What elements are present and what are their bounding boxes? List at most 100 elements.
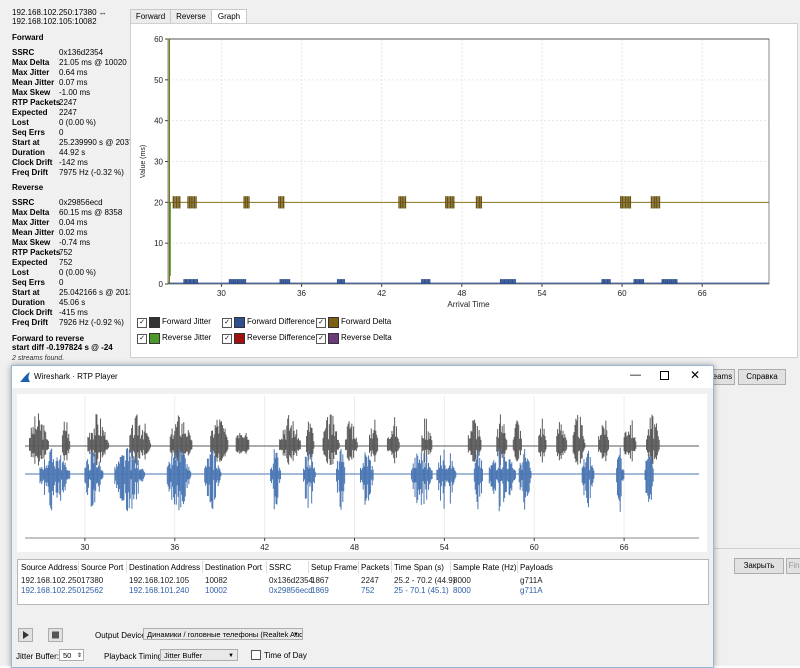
help-button[interactable]: Справка: [738, 369, 786, 385]
playback-timing-select[interactable]: Jitter Buffer ▼: [160, 649, 238, 661]
x-tick-label: 60: [618, 289, 627, 298]
legend-checkbox[interactable]: ✓: [137, 334, 147, 344]
column-header[interactable]: SSRC: [269, 563, 292, 572]
legend-checkbox[interactable]: ✓: [316, 334, 326, 344]
stat-row: SSRC 0x29856ecd: [12, 198, 128, 208]
column-header[interactable]: Sample Rate (Hz): [453, 563, 517, 572]
stat-value: 25.239990 s @ 2037: [59, 138, 134, 147]
tab-reverse[interactable]: Reverse: [170, 9, 212, 24]
stop-icon: [52, 631, 59, 639]
table-cell: 8000: [453, 586, 471, 595]
legend-checkbox[interactable]: ✓: [222, 334, 232, 344]
stat-key: Lost: [12, 268, 29, 277]
maximize-icon[interactable]: [660, 371, 669, 380]
stat-key: RTP Packets: [12, 98, 61, 107]
column-separator[interactable]: [450, 561, 451, 573]
table-row[interactable]: 192.168.102.250 12562 192.168.101.240 10002…: [18, 586, 706, 596]
column-header[interactable]: Time Span (s): [394, 563, 444, 572]
stat-key: Freq Drift: [12, 318, 48, 327]
y-tick-label: 30: [154, 158, 163, 167]
legend-checkbox[interactable]: ✓: [316, 318, 326, 328]
column-separator[interactable]: [517, 561, 518, 573]
stop-button[interactable]: [48, 628, 63, 642]
column-separator[interactable]: [202, 561, 203, 573]
column-header[interactable]: Setup Frame: [311, 563, 358, 572]
column-header[interactable]: Destination Port: [205, 563, 262, 572]
column-header[interactable]: Destination Address: [129, 563, 201, 572]
stat-key: Mean Jitter: [12, 78, 55, 87]
start-diff-value: start diff -0.197824 s @ -24: [12, 343, 113, 352]
column-separator[interactable]: [266, 561, 267, 573]
tab-forward[interactable]: Forward: [130, 9, 171, 24]
close-icon[interactable]: ✕: [690, 368, 701, 382]
x-tick-label: 42: [377, 289, 386, 298]
table-row[interactable]: 192.168.102.250 17380 192.168.102.105 10082…: [18, 576, 706, 586]
stat-row: Max Skew -0.74 ms: [12, 238, 128, 248]
wireshark-fin-icon: [20, 372, 30, 382]
stat-value: -415 ms: [59, 308, 88, 317]
stream-table[interactable]: Source Address Source Port Destination Add…: [17, 559, 709, 605]
x-tick-label: 48: [457, 289, 466, 298]
stat-key: Duration: [12, 298, 45, 307]
find-button[interactable]: Fin: [786, 558, 800, 574]
column-separator[interactable]: [391, 561, 392, 573]
stat-row: Lost 0 (0.00 %): [12, 118, 128, 128]
wave-tick-label: 60: [530, 543, 539, 552]
stat-key: Freq Drift: [12, 168, 48, 177]
legend-checkbox[interactable]: ✓: [137, 318, 147, 328]
column-header[interactable]: Source Port: [81, 563, 124, 572]
stat-value: 0.04 ms: [59, 218, 88, 227]
tab-graph[interactable]: Graph: [211, 9, 247, 24]
jitter-buffer-spinbox[interactable]: 50 ⇕: [59, 649, 84, 661]
playback-timing-label: Playback Timing:: [104, 652, 165, 661]
column-separator[interactable]: [358, 561, 359, 573]
wave-tick-label: 66: [620, 543, 629, 552]
table-cell: 752: [361, 586, 375, 595]
stat-key: Start at: [12, 138, 40, 147]
stat-value: -0.74 ms: [59, 238, 91, 247]
stat-key: Max Jitter: [12, 68, 50, 77]
stat-row: Expected 2247: [12, 108, 128, 118]
time-of-day-checkbox[interactable]: [251, 650, 261, 660]
stat-row: Start at 25.042166 s @ 2013: [12, 288, 133, 298]
stat-value: 0 (0.00 %): [59, 118, 96, 127]
legend-swatch: [234, 333, 245, 344]
stat-value: 0: [59, 128, 64, 137]
minimize-icon[interactable]: —: [630, 369, 641, 381]
legend-checkbox[interactable]: ✓: [222, 318, 232, 328]
column-separator[interactable]: [126, 561, 127, 573]
wave-tick-label: 30: [80, 543, 89, 552]
wave-tick-label: 48: [350, 543, 359, 552]
window-title: Wireshark · RTP Player: [34, 372, 118, 381]
close-button[interactable]: Закрыть: [734, 558, 784, 574]
streams-found-text: 2 streams found.: [12, 355, 65, 362]
stat-value: 2247: [59, 108, 77, 117]
column-header[interactable]: Source Address: [21, 563, 78, 572]
stat-value: 7926 Hz (-0.92 %): [59, 318, 124, 327]
rtp-player-window: Wireshark · RTP Player — ✕ 30 36 42 48 54 60 6…: [11, 365, 714, 668]
table-cell: 0x29856ecd: [269, 586, 313, 595]
analysis-chart[interactable]: 30 36 42 48 54 60 66 0 10 20 30 40 50 60 Arrival Time V…: [131, 24, 797, 314]
table-cell: 17380: [81, 576, 104, 585]
column-header[interactable]: Packets: [361, 563, 390, 572]
table-cell: 192.168.102.105: [129, 576, 190, 585]
stat-value: 0.64 ms: [59, 68, 88, 77]
stat-row: Duration 44.92 s: [12, 148, 128, 158]
waveform-area[interactable]: 30 36 42 48 54 60 66: [17, 394, 707, 552]
column-separator[interactable]: [78, 561, 79, 573]
title-bar[interactable]: Wireshark · RTP Player — ✕: [12, 366, 713, 388]
column-separator[interactable]: [308, 561, 309, 573]
legend-label: Forward Jitter: [162, 317, 211, 326]
output-device-label: Output Device:: [95, 631, 148, 640]
stat-key: RTP Packets: [12, 248, 61, 257]
stat-key: SSRC: [12, 198, 35, 207]
legend-swatch: [149, 317, 160, 328]
stat-value: 752: [59, 258, 73, 267]
output-device-select[interactable]: Динамики / головные телефоны (Realtek Au…: [143, 628, 303, 640]
stat-row: Freq Drift 7975 Hz (-0.32 %): [12, 168, 128, 178]
stat-value: 21.05 ms @ 10020: [59, 58, 127, 67]
play-button[interactable]: [18, 628, 33, 642]
table-cell: g711A: [520, 586, 543, 595]
column-header[interactable]: Payloads: [520, 563, 553, 572]
waveform-chart[interactable]: 30 36 42 48 54 60 66: [17, 394, 707, 552]
